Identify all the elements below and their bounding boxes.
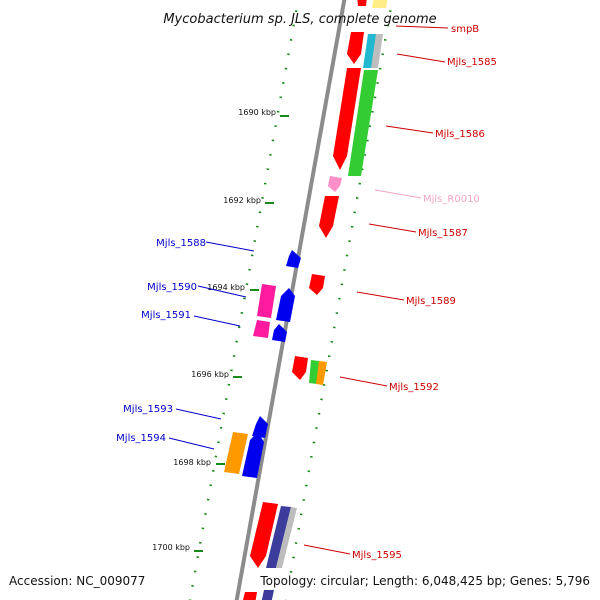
gene-label-mjls-1591[interactable]: Mjls_1591 — [141, 310, 191, 321]
gene-arrow[interactable] — [224, 432, 248, 474]
gene-labels: smpB Mjls_1585 Mjls_1586 Mjls_R0010 Mjls… — [116, 24, 497, 561]
gene-label-mjls-1595[interactable]: Mjls_1595 — [352, 550, 402, 561]
gene-arrow[interactable] — [276, 288, 295, 322]
gene-arrow[interactable] — [261, 590, 274, 600]
scale-label: 1696 kbp — [191, 370, 229, 379]
gene-arrow[interactable] — [319, 196, 339, 238]
gene-arrow[interactable] — [253, 320, 270, 338]
gene-arrow[interactable] — [257, 284, 276, 318]
gene-arrow[interactable] — [309, 360, 319, 384]
gene-arrow[interactable] — [309, 274, 325, 295]
scale-label: 1690 kbp — [238, 108, 276, 117]
gene-label-mjls-1590[interactable]: Mjls_1590 — [147, 282, 197, 293]
gene-arrow[interactable] — [252, 416, 268, 438]
gene-arrow[interactable] — [276, 507, 297, 568]
gene-label-mjls-1586[interactable]: Mjls_1586 — [435, 129, 485, 140]
gene-label-mjls-1589[interactable]: Mjls_1589 — [406, 296, 456, 307]
gene-label-mjls-1587[interactable]: Mjls_1587 — [418, 228, 468, 239]
forward-genes — [242, 0, 388, 600]
gene-label-mjls-r0010[interactable]: Mjls_R0010 — [423, 194, 480, 205]
gene-label-mjls-1585[interactable]: Mjls_1585 — [447, 57, 497, 68]
scale-marks: 1690 kbp 1692 kbp 1694 kbp 1696 kbp 1698… — [152, 108, 289, 552]
map-title: Mycobacterium sp. JLS, complete genome — [163, 12, 436, 27]
gene-label-mjls-1593[interactable]: Mjls_1593 — [123, 404, 173, 415]
scale-label: 1700 kbp — [152, 543, 190, 552]
gene-arrow[interactable] — [266, 506, 291, 568]
gene-arrow[interactable] — [292, 356, 308, 380]
scale-label: 1692 kbp — [223, 196, 261, 205]
gene-arrow[interactable] — [242, 592, 257, 600]
scale-label: 1694 kbp — [207, 283, 245, 292]
leader-lines — [168, 25, 449, 555]
gene-arrow[interactable] — [316, 361, 327, 385]
gene-arrow[interactable] — [242, 432, 264, 478]
scale-ticks-inner — [188, 0, 300, 600]
gene-label-smpb[interactable]: smpB — [451, 24, 479, 35]
gene-arrow[interactable] — [286, 250, 301, 268]
reverse-genes — [224, 250, 301, 478]
gene-arrow[interactable] — [250, 502, 278, 568]
scale-ticks-outer — [284, 0, 394, 600]
gene-arrow[interactable] — [328, 176, 342, 192]
gene-arrow[interactable] — [333, 68, 361, 170]
gene-arrow[interactable] — [372, 0, 388, 8]
scale-label: 1698 kbp — [173, 458, 211, 467]
gene-arrow[interactable] — [272, 324, 287, 342]
gene-arrow[interactable] — [348, 70, 378, 176]
gene-label-mjls-1592[interactable]: Mjls_1592 — [389, 382, 439, 393]
genome-summary-text: Topology: circular; Length: 6,048,425 bp… — [260, 574, 590, 588]
accession-text: Accession: NC_009077 — [9, 574, 146, 588]
gene-arrow[interactable] — [357, 0, 367, 6]
gene-label-mjls-1594[interactable]: Mjls_1594 — [116, 433, 166, 444]
gene-label-mjls-1588[interactable]: Mjls_1588 — [156, 238, 206, 249]
gene-arrow[interactable] — [347, 32, 364, 64]
gene-arrow[interactable] — [371, 34, 383, 68]
